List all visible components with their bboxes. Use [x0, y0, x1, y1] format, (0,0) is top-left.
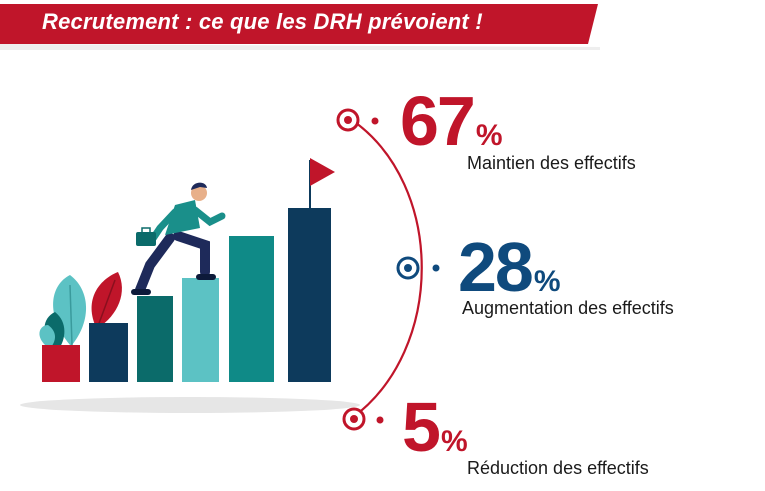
climbing-person-icon [131, 182, 226, 295]
plant-icon [39, 272, 122, 350]
flag-icon [309, 158, 335, 208]
bar-4 [182, 278, 219, 382]
page-title: Recrutement : ce que les DRH prévoient ! [42, 9, 483, 34]
stat-percent: % [440, 425, 468, 458]
growth-illustration [20, 158, 360, 413]
target-icon [336, 108, 379, 132]
target-icon [396, 256, 440, 280]
stat-reduction-label: Réduction des effectifs [467, 458, 649, 478]
stat-percent: % [475, 119, 503, 152]
stat-number: 67 [400, 82, 476, 160]
bar-6 [288, 208, 331, 382]
stat-percent: % [533, 265, 561, 298]
header-banner: Recrutement : ce que les DRH prévoient ! [0, 0, 600, 50]
stat-augmentation-label: Augmentation des effectifs [462, 298, 674, 318]
bar-5 [229, 236, 274, 382]
stat-augmentation-value: 28% [458, 232, 561, 302]
bar-3 [137, 296, 173, 382]
bar-1 [42, 345, 80, 382]
stat-number: 28 [458, 228, 534, 306]
stat-maintien-value: 67% [400, 86, 503, 156]
banner-shape [0, 4, 600, 50]
bar-2 [89, 323, 128, 382]
ground-shadow [20, 397, 360, 413]
target-icon [342, 407, 384, 431]
stat-maintien-label: Maintien des effectifs [467, 153, 636, 173]
stat-reduction-value: 5% [402, 392, 468, 462]
stat-number: 5 [402, 388, 441, 466]
